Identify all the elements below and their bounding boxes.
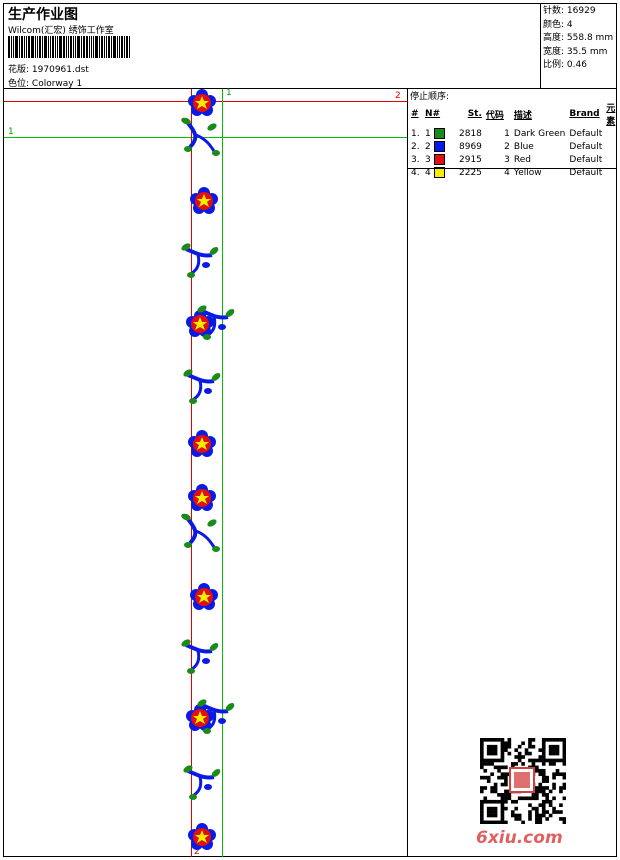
stop-row-3: 3. 3 2915 3 Red Default [411, 154, 603, 165]
design-label: 花版: [8, 65, 30, 75]
motif-9 [178, 635, 222, 676]
motif-5 [180, 365, 224, 406]
stop-sequence-table: # N# St. 代码 描述 Brand 元素 1. 1 2818 1 Dark… [409, 101, 620, 179]
header-divider [540, 3, 541, 88]
page-title: 生产作业图 [8, 7, 78, 23]
motif-4 [186, 301, 238, 342]
guide-vertical-red[interactable] [191, 89, 192, 857]
studio-name: Wilcom(汇宏) 绣饰工作室 [8, 26, 114, 36]
col-st: St. [467, 109, 482, 119]
embroidery-design-preview [178, 89, 238, 850]
col-element: 元素 [606, 104, 616, 127]
qr-code-icon [480, 738, 566, 824]
stat-width: 宽度: 35.5 mm [543, 46, 608, 57]
design-value: 1970961.dst [31, 65, 89, 75]
motif-7 [178, 484, 222, 554]
guide-vertical-green[interactable] [222, 89, 223, 857]
header-rule [3, 88, 617, 89]
stats-panel: 针数: 16929 颜色: 4 高度: 558.8 mm 宽度: 35.5 mm… [543, 5, 613, 73]
colorway-value: Colorway 1 [31, 79, 83, 89]
colorway-info: 色位: Colorway 1 [8, 76, 82, 89]
stop-table-header: # N# St. 代码 描述 Brand 元素 [409, 101, 620, 127]
stop-sequence-title: 停止顺序: [410, 92, 450, 102]
motif-12 [188, 823, 216, 850]
col-brand: Brand [569, 109, 600, 119]
colorway-label: 色位: [8, 79, 30, 89]
motif-3 [178, 239, 222, 280]
guide-label-red-v: 2 [194, 847, 200, 857]
guide-label-green-h: 1 [8, 127, 14, 137]
panel-divider [407, 88, 408, 857]
col-num: # [411, 109, 419, 119]
motif-8 [190, 583, 218, 610]
color-swatch-green [433, 128, 445, 139]
design-info: 花版: 1970961.dst [8, 62, 89, 75]
barcode [8, 36, 140, 58]
stat-scale: 比例: 0.46 [543, 60, 587, 70]
motif-2 [190, 187, 218, 214]
color-swatch-yellow [433, 167, 445, 178]
watermark-text: 6xiu.com [476, 828, 563, 848]
stop-table-rule [407, 168, 617, 169]
stop-row-1: 1. 1 2818 1 Dark Green Default [411, 128, 603, 139]
stop-row-4: 4. 4 2225 4 Yellow Default [411, 167, 603, 178]
motif-11 [180, 761, 224, 802]
color-swatch-red [433, 154, 445, 165]
col-code: 代码 [485, 110, 504, 121]
color-swatch-blue [433, 141, 445, 152]
stat-height: 高度: 558.8 mm [543, 33, 614, 43]
guide-label-green-v: 1 [226, 88, 232, 98]
motif-1 [178, 89, 222, 158]
stat-colors: 颜色: 4 [543, 19, 573, 30]
motif-10 [186, 695, 238, 736]
sheet-border [3, 3, 617, 857]
col-desc: 描述 [513, 110, 532, 121]
guide-label-red-h: 2 [395, 91, 401, 101]
motif-6 [188, 430, 216, 457]
col-n: N# [425, 109, 441, 119]
stop-row-2: 2. 2 8969 2 Blue Default [411, 141, 603, 152]
guide-horizontal-green[interactable] [4, 137, 407, 138]
stat-stitches: 针数: 16929 [543, 6, 596, 16]
